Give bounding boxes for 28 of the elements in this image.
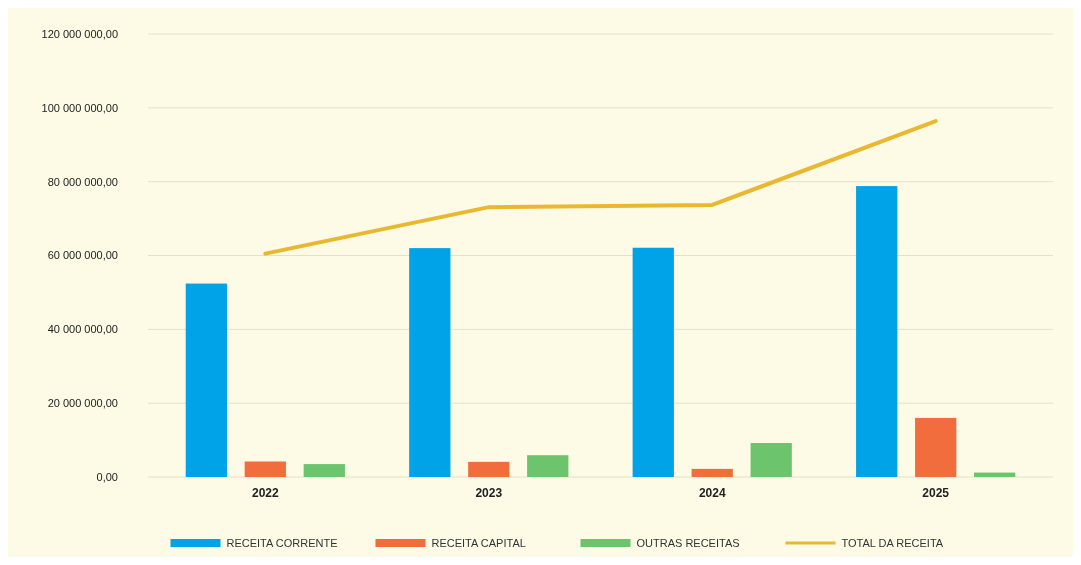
y-tick-label: 60 000 000,00 bbox=[47, 249, 118, 262]
x-tick-label: 2024 bbox=[698, 486, 726, 500]
y-tick-label: 100 000 000,00 bbox=[41, 101, 118, 114]
legend-label: TOTAL DA RECEITA bbox=[841, 536, 944, 549]
bar bbox=[691, 468, 733, 477]
bar bbox=[974, 472, 1016, 477]
bar bbox=[856, 186, 898, 477]
y-tick-label: 20 000 000,00 bbox=[47, 397, 118, 410]
bar bbox=[527, 455, 569, 477]
bar bbox=[468, 461, 510, 477]
y-tick-label: 120 000 000,00 bbox=[41, 27, 118, 40]
bar bbox=[750, 443, 792, 477]
x-tick-label: 2022 bbox=[251, 486, 279, 500]
bar bbox=[632, 247, 674, 477]
x-tick-label: 2023 bbox=[475, 486, 503, 500]
bar bbox=[244, 461, 286, 477]
x-tick-label: 2025 bbox=[922, 486, 950, 500]
legend-label: RECEITA CAPITAL bbox=[431, 536, 526, 549]
bar bbox=[915, 417, 957, 477]
legend-label: OUTRAS RECEITAS bbox=[636, 536, 740, 549]
line-series bbox=[263, 119, 938, 256]
legend-label: RECEITA CORRENTE bbox=[226, 536, 338, 549]
bar bbox=[409, 248, 451, 477]
bar bbox=[303, 464, 345, 477]
y-tick-label: 40 000 000,00 bbox=[47, 323, 118, 336]
y-tick-label: 0,00 bbox=[96, 470, 118, 483]
bar bbox=[185, 283, 227, 477]
y-tick-label: 80 000 000,00 bbox=[47, 175, 118, 188]
